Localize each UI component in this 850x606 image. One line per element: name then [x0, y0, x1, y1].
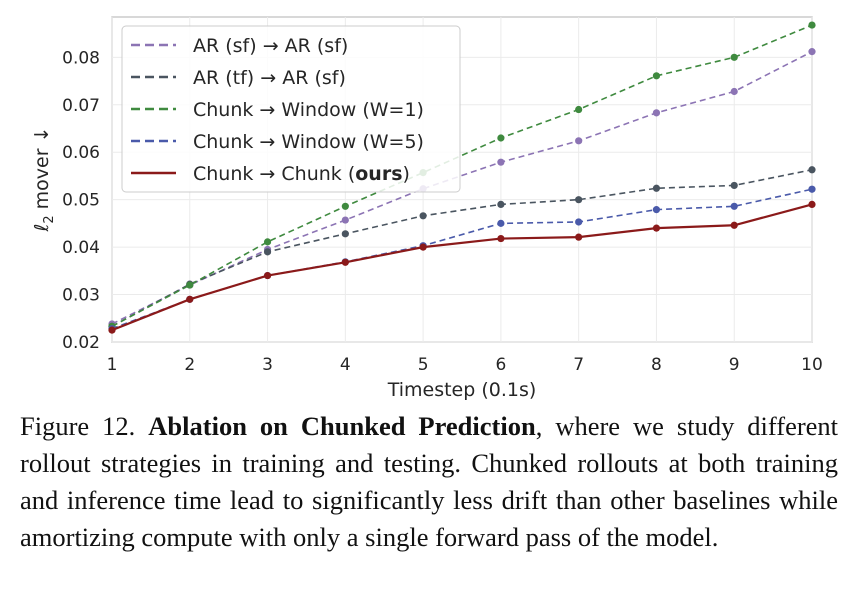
caption-text: , where we study different rollout strat… [20, 411, 839, 552]
y-axis-label-sub: 2 [42, 215, 57, 223]
data-point [341, 202, 349, 210]
data-point [263, 238, 272, 246]
data-point [575, 196, 583, 204]
data-point [341, 230, 349, 238]
data-point [808, 200, 816, 209]
data-point [341, 258, 349, 266]
x-tick-label: 2 [184, 355, 195, 375]
y-axis-label-main: ℓ [31, 224, 53, 233]
legend-label-chunk-bold: ours [355, 163, 402, 185]
x-tick-label: 3 [262, 355, 273, 375]
legend-label-chunk-suffix: ) [403, 163, 410, 185]
data-point [497, 200, 505, 209]
data-point [575, 137, 583, 145]
caption-label: Figure 12. [20, 411, 136, 441]
x-tick-label: 10 [801, 355, 823, 375]
data-point [497, 219, 505, 227]
caption-title: Ablation on Chunked Prediction [148, 411, 536, 441]
x-axis-label: Timestep (0.1s) [387, 379, 537, 401]
x-tick-label: 8 [651, 355, 662, 375]
data-point [808, 21, 816, 29]
y-tick-label: 0.06 [62, 143, 100, 163]
data-point [808, 166, 816, 174]
y-tick-labels: 0.02 0.03 0.04 0.05 0.06 0.07 0.08 [62, 48, 100, 353]
y-tick-label: 0.05 [62, 191, 100, 211]
y-tick-label: 0.08 [62, 48, 100, 68]
series-4 [108, 200, 816, 334]
data-point [419, 243, 427, 251]
data-point [186, 295, 194, 303]
series-line [111, 24, 813, 328]
data-point [730, 181, 738, 190]
series-lines [108, 21, 816, 334]
figure-caption: Figure 12. Ablation on Chunked Predictio… [20, 408, 838, 556]
data-point [186, 281, 194, 289]
data-point [730, 221, 738, 229]
x-tick-label: 1 [107, 355, 118, 375]
line-chart: 1 2 3 4 5 6 7 8 9 10 0.02 0.03 0.04 0.05 0.06 0.07 0.08… [31, 16, 823, 401]
legend-label-window-5: Chunk → Window (W=5) [193, 131, 424, 153]
y-axis-label-rest: mover ↓ [31, 126, 53, 215]
data-point [730, 202, 738, 210]
data-point [419, 212, 427, 220]
data-point [730, 87, 738, 96]
data-point [652, 109, 661, 117]
data-point [730, 53, 738, 61]
series-line [111, 168, 813, 328]
data-point [497, 158, 505, 166]
data-point [575, 233, 583, 241]
series-line [111, 50, 813, 325]
data-point [808, 48, 816, 56]
legend-box [121, 25, 461, 193]
data-point [108, 326, 116, 334]
legend-label-ar-sf: AR (sf) → AR (sf) [193, 35, 348, 57]
data-point [808, 185, 816, 193]
x-tick-label: 6 [495, 355, 506, 375]
legend: AR (sf) → AR (sf) AR (tf) → AR (sf) Chun… [121, 25, 461, 193]
x-tick-label: 4 [340, 355, 351, 375]
data-point [263, 248, 272, 256]
data-point [652, 224, 661, 232]
y-tick-label: 0.04 [62, 238, 100, 258]
data-point [575, 105, 583, 114]
legend-label-chunk-ours: Chunk → Chunk (ours) [193, 163, 410, 185]
y-tick-label: 0.07 [62, 96, 100, 116]
data-point [497, 134, 505, 142]
data-point [497, 234, 505, 243]
legend-label-chunk-prefix: Chunk → Chunk ( [193, 163, 355, 185]
legend-label-window-1: Chunk → Window (W=1) [193, 99, 424, 121]
grid-lines [111, 17, 813, 343]
x-tick-label: 5 [418, 355, 429, 375]
data-point [341, 216, 349, 224]
series-line [111, 203, 813, 332]
data-point [263, 271, 272, 280]
legend-label-ar-tf: AR (tf) → AR (sf) [193, 67, 346, 89]
y-tick-label: 0.02 [62, 333, 100, 353]
x-tick-label: 9 [729, 355, 740, 375]
x-tick-label: 7 [573, 355, 584, 375]
data-point [652, 184, 661, 192]
data-point [652, 206, 661, 214]
y-axis-label: ℓ2 mover ↓ [31, 126, 57, 232]
data-point [575, 218, 583, 226]
y-tick-label: 0.03 [62, 286, 100, 306]
x-tick-labels: 1 2 3 4 5 6 7 8 9 10 [107, 355, 823, 375]
data-point [652, 72, 661, 80]
